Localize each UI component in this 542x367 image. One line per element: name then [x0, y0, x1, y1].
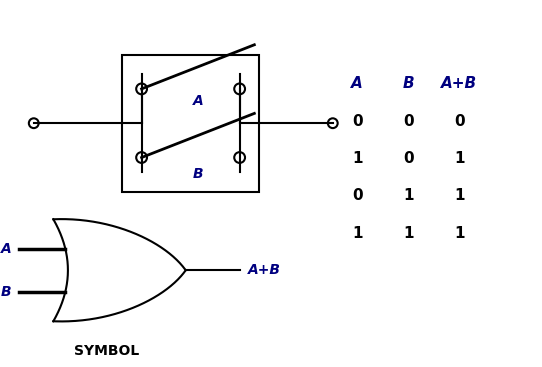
Text: 1: 1 — [454, 225, 464, 240]
Text: A+B: A+B — [441, 76, 478, 91]
Text: 1: 1 — [352, 225, 363, 240]
Text: A: A — [1, 242, 11, 256]
Text: 1: 1 — [403, 188, 414, 203]
Text: B: B — [403, 76, 414, 91]
Text: 1: 1 — [352, 151, 363, 166]
Text: 1: 1 — [403, 225, 414, 240]
Text: A: A — [351, 76, 363, 91]
Text: 0: 0 — [352, 188, 363, 203]
Bar — [122, 55, 259, 192]
Text: 0: 0 — [454, 114, 464, 129]
Text: 0: 0 — [352, 114, 363, 129]
Text: SYMBOL: SYMBOL — [74, 344, 139, 358]
Text: 0: 0 — [403, 114, 414, 129]
Text: 1: 1 — [454, 188, 464, 203]
Text: 0: 0 — [403, 151, 414, 166]
Text: B: B — [1, 285, 11, 299]
Text: 1: 1 — [454, 151, 464, 166]
Text: A+B: A+B — [248, 263, 280, 277]
Text: A: A — [193, 94, 204, 108]
Text: B: B — [193, 167, 204, 181]
